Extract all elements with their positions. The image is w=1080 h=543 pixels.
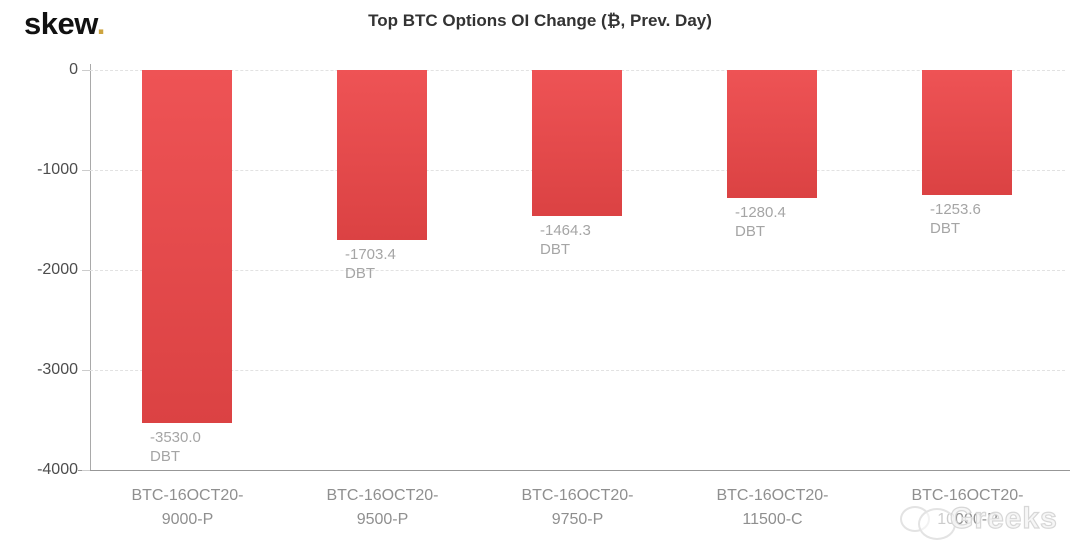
skew-logo[interactable]: skew. — [24, 6, 105, 42]
y-tick-label: -4000 — [37, 461, 78, 478]
bar-value-label: -1464.3 DBT — [540, 221, 591, 259]
bar-value: -1703.4 — [345, 246, 396, 264]
x-tick-line1: BTC-16OCT20- — [716, 487, 829, 504]
greeks-watermark: Greeks — [898, 500, 1080, 542]
bar-value-label: -1280.4 DBT — [735, 203, 786, 241]
bar-unit: DBT — [150, 448, 180, 465]
x-tick-line2: 9750-P — [551, 511, 604, 528]
gridline — [90, 270, 1065, 271]
x-tick-line1: BTC-16OCT20- — [521, 487, 634, 504]
y-tick-label: 0 — [69, 61, 78, 78]
bar-slot: -1280.4 DBT — [675, 70, 870, 470]
bar-slot: -1703.4 DBT — [285, 70, 480, 470]
bar[interactable] — [532, 70, 622, 217]
y-tickmark — [82, 170, 90, 171]
y-tick-label: -3000 — [37, 361, 78, 378]
x-tick-line1: BTC-16OCT20- — [131, 487, 244, 504]
bar-slot: -1464.3 DBT — [480, 70, 675, 470]
x-tick-label: BTC-16OCT20- 9000-P — [90, 484, 285, 532]
x-tick-label: BTC-16OCT20- 11500-C — [675, 484, 870, 532]
bar-unit: DBT — [345, 265, 375, 283]
bar-value-label: -1703.4 DBT — [345, 245, 396, 283]
watermark-text: Greeks — [949, 501, 1058, 535]
x-tick-line2: 9000-P — [161, 511, 214, 528]
x-axis-line — [78, 470, 1070, 471]
y-axis-line — [90, 64, 91, 470]
bar-value: -1464.3 — [540, 222, 591, 240]
bar[interactable] — [727, 70, 817, 199]
bar-value: -3530.0 — [150, 429, 201, 446]
bar-unit: DBT — [735, 223, 765, 241]
bar[interactable] — [337, 70, 427, 241]
y-tickmark — [82, 270, 90, 271]
chart-title: Top BTC Options OI Change (₿, Prev. Day) — [368, 11, 712, 30]
y-tickmark — [82, 370, 90, 371]
bar[interactable] — [142, 70, 232, 423]
y-tickmark — [82, 470, 90, 471]
bar-value-label: -3530.0 DBT — [150, 428, 201, 466]
bar-unit: DBT — [540, 241, 570, 259]
bar-slot: -3530.0 DBT — [90, 70, 285, 470]
skew-logo-text: skew — [24, 6, 97, 41]
chat-bubbles-icon — [918, 508, 956, 540]
bar-slot: -1253.6 DBT — [870, 70, 1065, 470]
plot-area: -3530.0 DBT -1703.4 DBT -1464.3 DBT -1280.4 DBT… — [90, 70, 1065, 470]
x-tick-label: BTC-16OCT20- 9500-P — [285, 484, 480, 532]
bar-unit: DBT — [930, 220, 960, 238]
y-tick-label: -1000 — [37, 161, 78, 178]
x-tick-line2: 11500-C — [742, 511, 803, 528]
bar-value: -1253.6 — [930, 201, 981, 219]
bar[interactable] — [922, 70, 1012, 196]
y-tickmark — [82, 70, 90, 71]
y-tick-label: -2000 — [37, 261, 78, 278]
gridline — [90, 370, 1065, 371]
bar-value-label: -1253.6 DBT — [930, 200, 981, 238]
x-tick-line2: 9500-P — [356, 511, 409, 528]
x-axis-labels: BTC-16OCT20- 9000-P BTC-16OCT20- 9500-P BTC-… — [90, 484, 1065, 536]
x-tick-label: BTC-16OCT20- 9750-P — [480, 484, 675, 532]
x-tick-line1: BTC-16OCT20- — [911, 487, 1024, 504]
skew-logo-dot: . — [96, 6, 106, 41]
x-tick-line1: BTC-16OCT20- — [326, 487, 439, 504]
bar-value: -1280.4 — [735, 204, 786, 222]
